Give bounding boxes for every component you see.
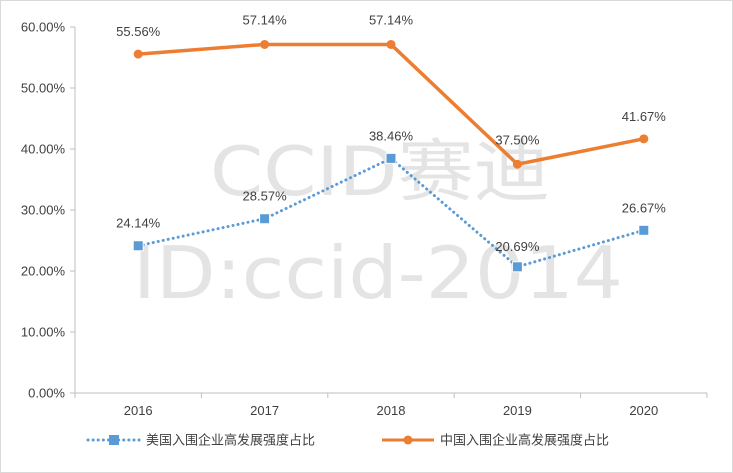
legend-label: 美国入围企业高发展强度占比 — [146, 433, 315, 448]
x-tick-label: 2019 — [503, 403, 532, 418]
x-tick-label: 2020 — [629, 403, 658, 418]
y-tick-label: 50.00% — [21, 81, 66, 96]
axes: 0.00% 10.00% 20.00% 30.00% 40.00% 50.00% 60.00… — [21, 20, 708, 418]
y-tick-label: 20.00% — [21, 264, 66, 279]
y-tick-label: 30.00% — [21, 203, 66, 218]
y-tick-label: 60.00% — [21, 20, 66, 35]
data-point-china — [386, 39, 396, 49]
data-point-china — [639, 134, 649, 144]
legend-marker-circle — [403, 435, 413, 445]
y-tick-label: 10.00% — [21, 325, 66, 340]
y-tick-label: 40.00% — [21, 142, 66, 157]
watermark-line-1: CCID赛迪 — [210, 133, 550, 212]
data-label: 24.14% — [116, 216, 161, 231]
data-label: 28.57% — [243, 189, 288, 204]
data-label: 37.50% — [495, 132, 540, 147]
x-tick-label: 2018 — [377, 403, 406, 418]
data-label: 26.67% — [622, 200, 667, 215]
data-point-usa — [259, 213, 271, 225]
data-label: 57.14% — [369, 12, 414, 27]
series-group — [132, 39, 650, 273]
data-point-usa — [511, 261, 523, 273]
legend-marker-square — [109, 435, 119, 445]
data-point-usa — [638, 224, 650, 236]
y-tick-label: 0.00% — [28, 386, 65, 401]
x-tick-label: 2016 — [124, 403, 153, 418]
watermark-line-2: ID:ccid-2014 — [133, 231, 623, 315]
legend-label: 中国入围企业高发展强度占比 — [440, 433, 609, 448]
x-tick-label: 2017 — [250, 403, 279, 418]
data-label: 20.69% — [495, 239, 540, 254]
data-point-usa — [385, 152, 397, 164]
data-point-usa — [132, 240, 144, 252]
data-labels: 24.14% 28.57% 38.46% 20.69% 26.67% 55.56% 57.1… — [116, 12, 666, 253]
data-label: 38.46% — [369, 128, 414, 143]
data-label: 41.67% — [622, 109, 667, 124]
data-point-china — [512, 159, 522, 169]
data-point-china — [260, 39, 270, 49]
data-label: 55.56% — [116, 24, 161, 39]
data-label: 57.14% — [243, 12, 288, 27]
data-point-china — [133, 49, 143, 59]
legend: 美国入围企业高发展强度占比 中国入围企业高发展强度占比 — [86, 433, 609, 448]
